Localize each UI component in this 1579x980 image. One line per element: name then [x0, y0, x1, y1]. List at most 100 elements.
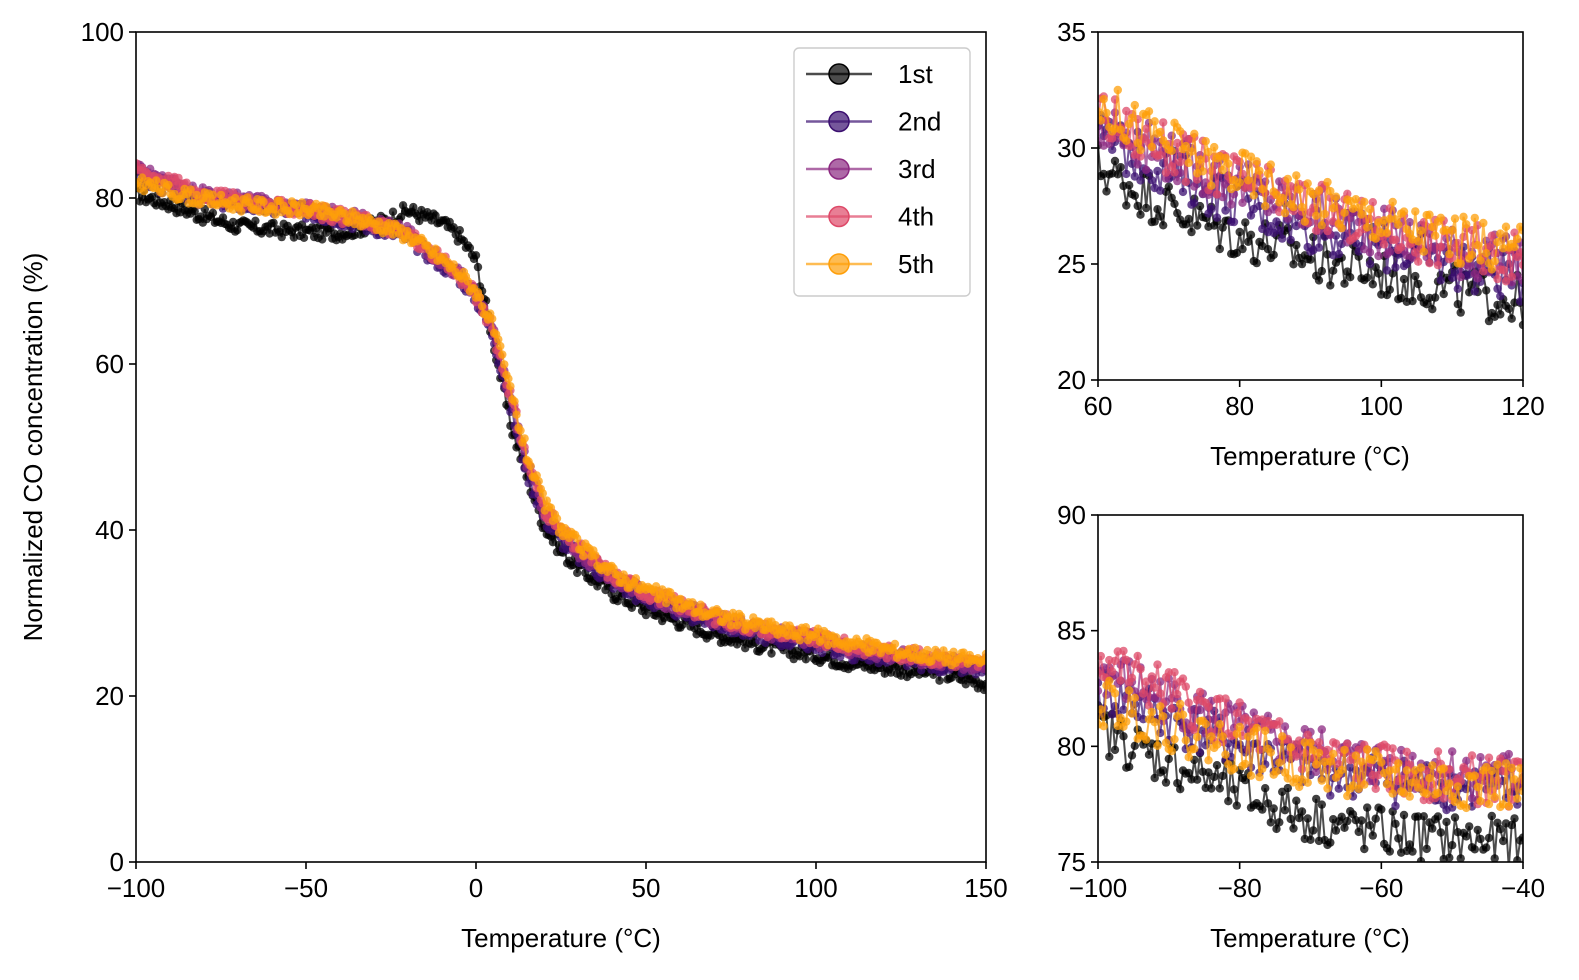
data-point-5th	[1476, 797, 1485, 806]
data-point-4th	[1142, 677, 1151, 686]
data-point-3rd	[1173, 176, 1182, 186]
data-point-1st	[1482, 286, 1491, 295]
data-point-5th	[1235, 178, 1244, 187]
y-tick-label: 80	[95, 183, 124, 213]
data-point-5th	[285, 209, 294, 219]
data-point-1st	[1193, 775, 1202, 784]
data-point-5th	[231, 193, 240, 203]
data-point-1st	[1309, 826, 1318, 835]
data-point-1st	[1490, 854, 1499, 862]
data-point-1st	[1289, 260, 1298, 269]
data-point-4th	[1436, 242, 1446, 251]
data-point-5th	[1098, 116, 1105, 125]
y-tick-label: 75	[1057, 847, 1086, 877]
data-point-3rd	[1467, 794, 1477, 803]
x-tick-label: 150	[964, 873, 1007, 903]
data-point-5th	[1229, 764, 1239, 773]
data-point-5th	[1195, 155, 1205, 164]
data-point-1st	[1329, 266, 1338, 275]
data-point-2nd	[1266, 222, 1276, 231]
y-tick-label: 0	[110, 847, 124, 877]
data-point-5th	[1422, 789, 1431, 799]
data-point-5th	[526, 461, 535, 471]
data-point-5th	[1190, 129, 1199, 138]
data-point-5th	[1363, 745, 1372, 754]
data-point-1st	[1215, 784, 1225, 793]
data-point-2nd	[1516, 297, 1523, 306]
data-point-5th	[1133, 138, 1142, 148]
data-point-5th	[1099, 722, 1108, 731]
data-point-1st	[431, 211, 440, 220]
inset-bottom-x-axis-label: Temperature (°C)	[1210, 923, 1410, 953]
data-point-5th	[1201, 719, 1210, 729]
data-point-5th	[1317, 776, 1327, 785]
data-point-3rd	[1456, 272, 1465, 282]
legend-item-1st: 1st	[806, 59, 933, 89]
data-point-5th	[1184, 158, 1193, 168]
data-point-5th	[1323, 177, 1332, 187]
data-point-5th	[1484, 799, 1494, 809]
data-point-5th	[631, 574, 641, 583]
data-point-1st	[1510, 814, 1519, 823]
data-point-5th	[662, 599, 671, 608]
data-point-1st	[1507, 820, 1516, 830]
data-point-2nd	[1229, 217, 1239, 227]
main-x-axis-label: Temperature (°C)	[461, 923, 661, 953]
data-point-1st	[1326, 838, 1335, 847]
data-point-1st	[1136, 210, 1145, 219]
data-point-5th	[1102, 108, 1111, 118]
data-point-5th	[1144, 107, 1154, 116]
data-point-1st	[1343, 816, 1352, 826]
data-point-4th	[1204, 702, 1213, 712]
data-point-4th	[1467, 751, 1477, 760]
data-point-1st	[1439, 289, 1448, 299]
data-point-3rd	[1317, 725, 1327, 734]
data-point-1st	[1142, 203, 1151, 213]
data-point-5th	[1280, 208, 1290, 218]
data-point-4th	[1221, 694, 1230, 703]
data-point-5th	[1331, 192, 1341, 201]
data-point-2nd	[1272, 217, 1281, 226]
data-point-3rd	[1280, 722, 1290, 731]
data-point-5th	[1130, 693, 1140, 702]
data-point-2nd	[1221, 206, 1230, 215]
data-point-4th	[182, 178, 191, 187]
data-point-5th	[1161, 738, 1171, 747]
data-point-5th	[1127, 113, 1137, 123]
main-plot-frame	[135, 31, 987, 863]
data-point-5th	[1394, 220, 1403, 229]
main-ticks: −100 −50 0 50 100 150 0 20 40 60 80 100	[81, 17, 1008, 903]
data-point-5th	[795, 636, 804, 645]
y-tick-label: 35	[1057, 17, 1086, 47]
data-point-1st	[1122, 201, 1131, 210]
y-tick-label: 40	[95, 515, 124, 545]
data-point-1st	[1368, 280, 1378, 289]
data-point-2nd	[1207, 204, 1216, 214]
data-point-1st	[935, 676, 944, 685]
data-point-2nd	[1453, 284, 1463, 293]
data-point-5th	[1357, 210, 1366, 219]
data-point-4th	[1170, 668, 1179, 677]
x-tick-label: 0	[469, 873, 483, 903]
data-point-5th	[1122, 717, 1131, 726]
data-point-5th	[1343, 791, 1352, 801]
data-point-4th	[1499, 265, 1508, 275]
data-point-1st	[455, 226, 464, 235]
data-point-1st	[1150, 217, 1159, 226]
data-point-5th	[164, 180, 173, 190]
data-point-5th	[1136, 145, 1145, 155]
data-point-4th	[1136, 152, 1145, 161]
data-point-5th	[500, 360, 509, 369]
data-point-2nd	[1334, 249, 1344, 259]
data-point-5th	[512, 410, 521, 419]
data-point-4th	[1153, 660, 1162, 669]
data-point-1st	[1212, 761, 1222, 770]
data-point-1st	[1218, 223, 1227, 232]
data-point-1st	[801, 655, 811, 664]
data-point-5th	[1476, 256, 1485, 265]
data-point-4th	[1136, 665, 1145, 674]
data-point-5th	[1295, 185, 1304, 194]
data-point-1st	[1399, 810, 1409, 820]
data-point-5th	[388, 230, 398, 239]
data-point-5th	[1127, 709, 1137, 718]
